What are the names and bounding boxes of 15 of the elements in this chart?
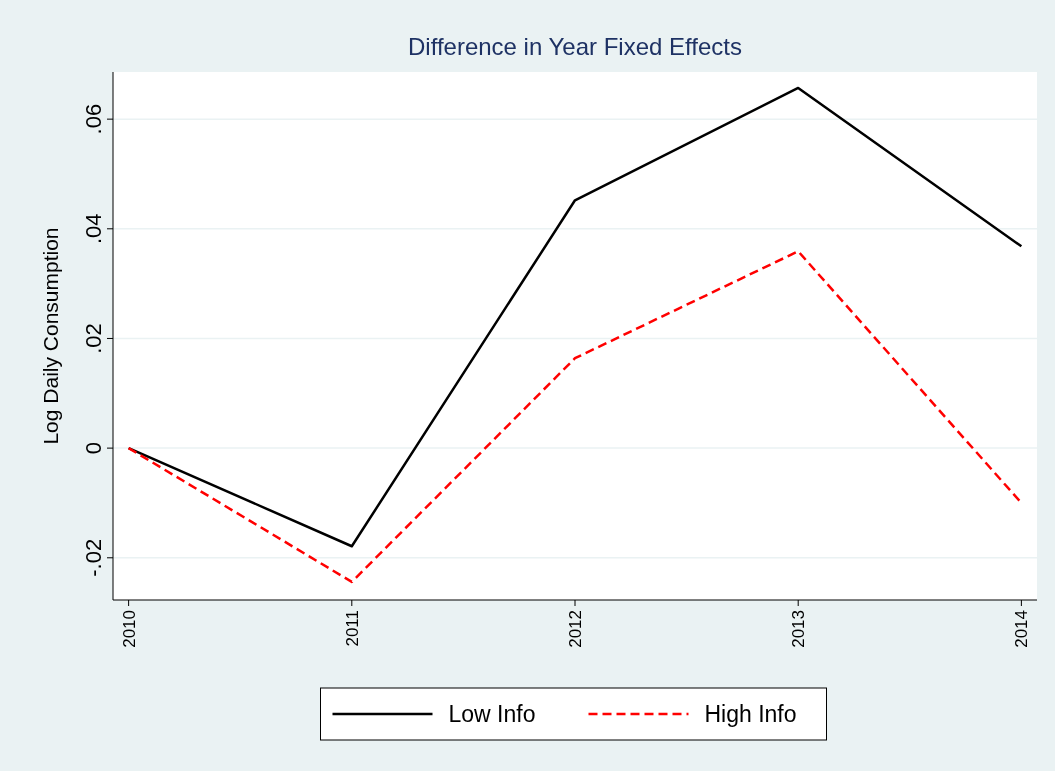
y-tick-label: .06 bbox=[81, 103, 106, 135]
legend-label: High Info bbox=[704, 701, 797, 727]
x-tick-label: 2014 bbox=[1012, 610, 1032, 648]
x-tick-label: 2012 bbox=[566, 610, 585, 648]
y-tick-label: -.02 bbox=[81, 538, 106, 577]
y-tick-label: 0 bbox=[81, 442, 106, 455]
legend-label: Low Info bbox=[448, 701, 536, 727]
x-tick-label: 2010 bbox=[119, 610, 139, 648]
x-tick-label: 2011 bbox=[342, 610, 362, 647]
y-tick-label: .02 bbox=[81, 323, 106, 354]
x-tick-label: 2013 bbox=[789, 610, 809, 648]
y-tick-label: .04 bbox=[81, 213, 106, 245]
y-axis-title: Log Daily Consumption bbox=[39, 227, 62, 445]
chart-title: Difference in Year Fixed Effects bbox=[408, 33, 742, 60]
line-series bbox=[127, 250, 1023, 584]
